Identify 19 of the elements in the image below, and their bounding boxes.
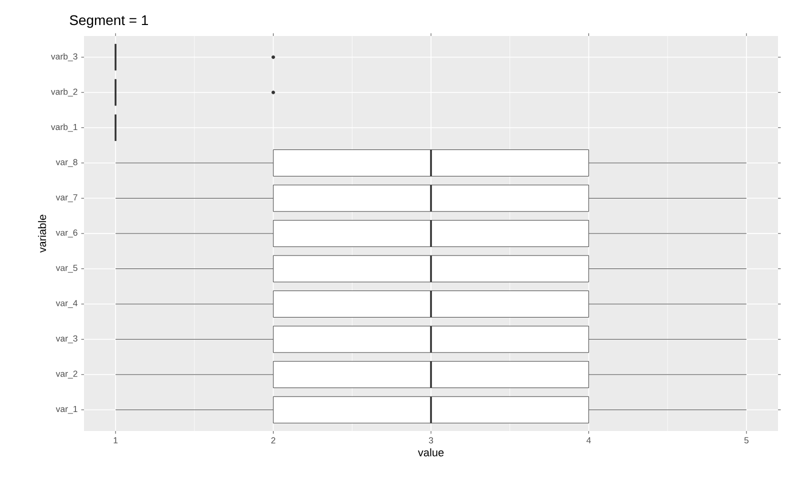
x-tick-label: 2 xyxy=(271,437,276,444)
y-tick-label: var_5 xyxy=(56,264,78,273)
y-tick-label: var_3 xyxy=(56,335,78,344)
y-tick-label: varb_2 xyxy=(50,88,78,96)
chart-title: Segment = 1 xyxy=(70,15,148,28)
y-tick-label: var_2 xyxy=(56,370,78,378)
x-tick-label: 5 xyxy=(744,437,749,444)
y-tick-label: varb_3 xyxy=(50,53,78,62)
y-tick-label: varb_1 xyxy=(50,124,78,132)
y-tick-label: var_7 xyxy=(56,194,78,202)
y-tick-label: var_8 xyxy=(56,159,78,167)
y-axis-title: variable xyxy=(38,214,46,253)
x-tick-label: 4 xyxy=(586,437,591,444)
y-tick-label: var_6 xyxy=(56,230,78,238)
x-tick-label: 3 xyxy=(428,437,434,444)
x-axis-title: value xyxy=(418,448,444,456)
y-tick-label: var_4 xyxy=(56,300,78,308)
y-tick-label: var_1 xyxy=(56,406,78,414)
x-tick-label: 1 xyxy=(114,437,118,444)
